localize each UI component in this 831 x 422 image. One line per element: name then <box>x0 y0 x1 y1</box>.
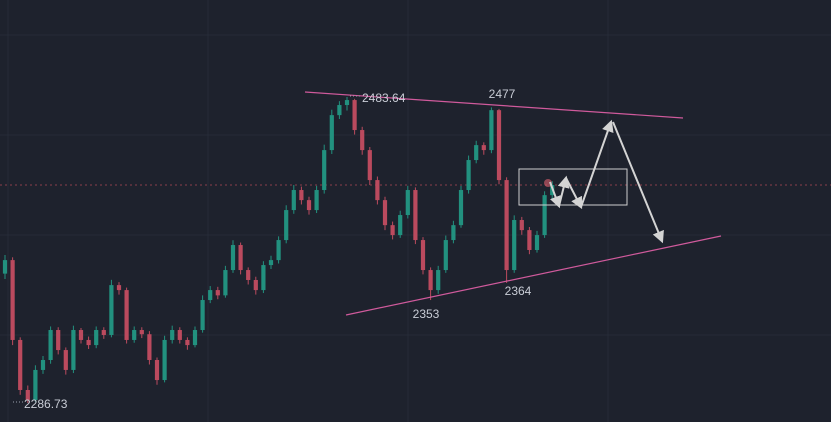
candle-body <box>481 145 486 151</box>
candle-body <box>124 290 129 340</box>
candle-body <box>246 270 251 280</box>
candle-body <box>527 230 532 250</box>
candle-body <box>10 260 15 340</box>
candle-body <box>154 360 160 381</box>
candle-body <box>436 270 441 291</box>
candle-body <box>405 190 410 216</box>
low-label: 2353 <box>413 307 440 321</box>
high-label: 2483.64 <box>362 91 406 105</box>
candle-body <box>443 240 448 271</box>
low-label: 2286.73 <box>24 397 68 411</box>
candle-body <box>261 265 266 291</box>
drawings <box>13 91 722 403</box>
candle-body <box>223 270 228 296</box>
candle-body <box>116 285 122 291</box>
candle-body <box>322 150 327 191</box>
candle-body <box>276 240 281 261</box>
candle-body <box>512 220 517 271</box>
candle-body <box>306 200 312 211</box>
candle-body <box>367 150 372 181</box>
candle-body <box>132 330 137 340</box>
candle-body <box>33 369 38 401</box>
candle-body <box>71 330 76 370</box>
candle-body <box>284 210 289 241</box>
candle-body <box>352 100 357 131</box>
candle-body <box>192 330 198 346</box>
candle-body <box>25 389 30 401</box>
candle-body <box>344 100 350 106</box>
candle-body <box>208 290 213 301</box>
candle-body <box>299 190 304 201</box>
candle-body <box>504 180 509 271</box>
candle-body <box>466 160 471 191</box>
resistance-line <box>304 91 684 119</box>
candle-body <box>329 115 334 151</box>
candle-body <box>428 270 433 291</box>
candle-body <box>451 225 456 241</box>
candle-body <box>147 334 152 361</box>
candle-body <box>185 339 190 346</box>
candle-body <box>86 339 91 346</box>
candle-body <box>337 105 342 116</box>
candle-body <box>48 330 53 361</box>
candle-body <box>519 220 524 231</box>
candle-body <box>314 190 319 211</box>
candle-body <box>56 330 61 351</box>
candle-body <box>230 245 236 271</box>
price-dot <box>544 179 552 187</box>
candle-body <box>18 339 23 390</box>
candle-body <box>109 285 114 335</box>
candle-body <box>534 235 540 250</box>
candle-body <box>542 195 547 236</box>
candle-body <box>177 330 182 340</box>
candle-body <box>238 245 243 271</box>
candle-body <box>215 290 220 296</box>
candle-body <box>94 330 99 346</box>
candle-body <box>101 330 106 335</box>
candle-body <box>200 300 205 331</box>
candle-body <box>268 260 274 266</box>
low-label: 2364 <box>505 284 532 298</box>
support-line <box>345 235 722 316</box>
candle-body <box>291 190 296 211</box>
candle-body <box>489 110 494 151</box>
candle-body <box>78 330 84 340</box>
candle-body <box>413 190 418 241</box>
candle-body <box>162 339 167 381</box>
candle-body <box>375 180 380 201</box>
candle-body <box>40 360 46 370</box>
candle-body <box>2 260 8 274</box>
projection-arrows <box>549 119 664 244</box>
peak-label: 2477 <box>489 87 516 101</box>
candle-body <box>420 240 426 271</box>
candle-body <box>496 110 502 181</box>
candle-body <box>63 350 68 370</box>
candle-body <box>139 330 144 335</box>
candle-body <box>382 200 388 226</box>
candles <box>2 97 555 403</box>
candle-body <box>390 225 395 236</box>
candle-body <box>398 215 403 236</box>
candle-body <box>474 145 479 161</box>
candle-body <box>360 130 365 151</box>
candle-body <box>253 279 258 291</box>
candle-body <box>170 330 175 340</box>
candle-body <box>458 190 464 226</box>
